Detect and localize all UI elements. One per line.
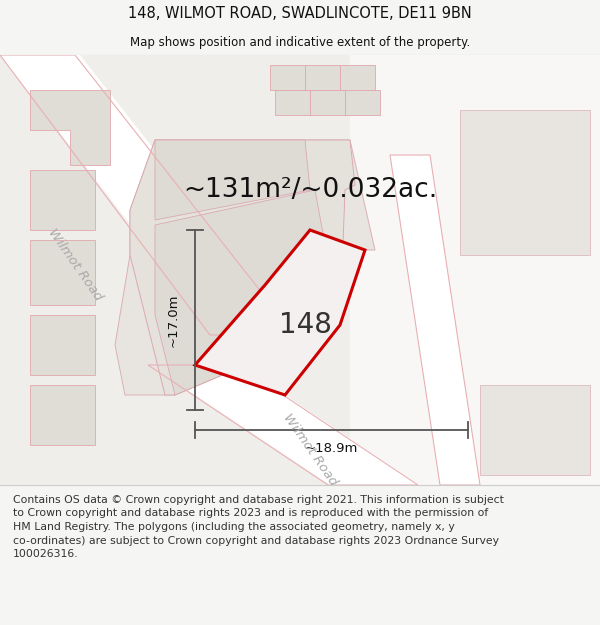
Polygon shape <box>155 140 310 220</box>
Polygon shape <box>460 110 590 255</box>
Polygon shape <box>30 385 95 445</box>
Polygon shape <box>270 65 305 90</box>
Text: 148, WILMOT ROAD, SWADLINCOTE, DE11 9BN: 148, WILMOT ROAD, SWADLINCOTE, DE11 9BN <box>128 6 472 21</box>
Polygon shape <box>0 55 300 335</box>
Polygon shape <box>30 315 95 375</box>
Polygon shape <box>130 140 355 395</box>
Polygon shape <box>350 55 600 485</box>
Polygon shape <box>30 170 95 230</box>
Polygon shape <box>150 365 420 485</box>
Polygon shape <box>310 90 345 115</box>
Polygon shape <box>195 230 365 395</box>
Polygon shape <box>30 90 110 165</box>
Polygon shape <box>30 240 95 305</box>
Polygon shape <box>480 385 590 475</box>
Text: Contains OS data © Crown copyright and database right 2021. This information is : Contains OS data © Crown copyright and d… <box>13 495 504 559</box>
Text: ~131m²/~0.032ac.: ~131m²/~0.032ac. <box>183 177 437 203</box>
Text: 148: 148 <box>278 311 331 339</box>
Text: Map shows position and indicative extent of the property.: Map shows position and indicative extent… <box>130 36 470 49</box>
Polygon shape <box>340 65 375 90</box>
Polygon shape <box>115 140 375 395</box>
Polygon shape <box>390 155 480 485</box>
Polygon shape <box>305 65 340 90</box>
Text: ~18.9m: ~18.9m <box>305 441 358 454</box>
Text: Wilmot Road: Wilmot Road <box>280 411 340 489</box>
Polygon shape <box>155 190 340 395</box>
Text: ~17.0m: ~17.0m <box>167 293 179 347</box>
Polygon shape <box>275 90 310 115</box>
Polygon shape <box>345 90 380 115</box>
Text: Wilmot Road: Wilmot Road <box>46 226 104 304</box>
